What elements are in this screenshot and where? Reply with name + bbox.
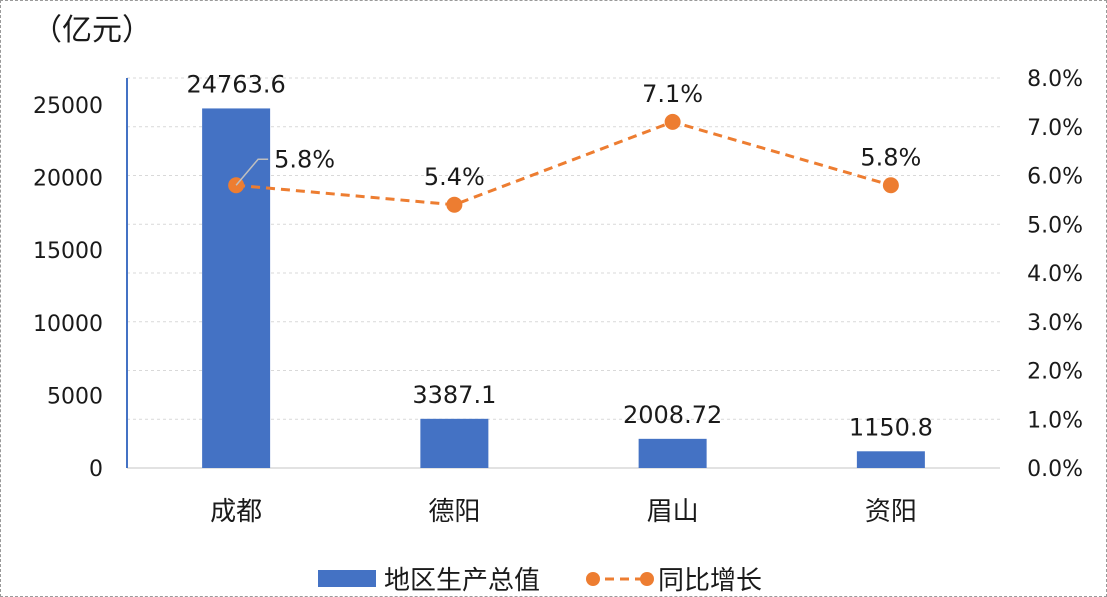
left-tick-label: 25000: [33, 94, 103, 119]
legend-bar-label: 地区生产总值: [384, 566, 540, 596]
line-point: [664, 113, 681, 130]
right-tick-label: 8.0%: [1027, 67, 1083, 92]
category-label: 眉山: [647, 497, 699, 527]
line-data-label: 5.8%: [860, 143, 921, 171]
gridlines: [127, 77, 1000, 469]
line-path: [235, 120, 892, 207]
right-tick-label: 6.0%: [1027, 165, 1083, 190]
left-tick-label: 0: [89, 457, 103, 482]
line-series: 5.8% 5.4% 7.1% 5.8%: [228, 80, 921, 213]
left-tick-label: 10000: [33, 312, 103, 337]
legend-line-marker: [640, 572, 654, 586]
line-data-label: 5.8%: [274, 145, 335, 173]
bar-data-label: 2008.72: [623, 401, 722, 429]
legend: 地区生产总值 同比增长: [318, 566, 762, 596]
right-tick-label: 2.0%: [1027, 360, 1083, 385]
right-tick-label: 5.0%: [1027, 213, 1083, 238]
bar: [420, 418, 489, 468]
line-point: [882, 177, 899, 194]
category-label: 资阳: [865, 497, 917, 527]
category-label: 德阳: [428, 497, 480, 527]
right-tick-label: 1.0%: [1027, 408, 1083, 433]
bar-series: 24763.6 3387.1 2008.72 1150.8: [187, 70, 933, 468]
legend-line-label: 同比增长: [658, 566, 762, 596]
bar-data-label: 3387.1: [412, 381, 496, 409]
bar: [856, 451, 925, 468]
category-labels: 成都 德阳 眉山 资阳: [210, 497, 917, 527]
right-tick-label: 0.0%: [1027, 457, 1083, 482]
right-axis: 0.0% 1.0% 2.0% 3.0% 4.0% 5.0% 6.0% 7.0% 8.0%: [1027, 67, 1083, 482]
category-label: 成都: [210, 497, 262, 527]
line-data-label: 7.1%: [642, 80, 703, 108]
line-data-label: 5.4%: [424, 163, 485, 191]
right-tick-label: 3.0%: [1027, 311, 1083, 336]
legend-bar-swatch: [318, 570, 376, 587]
bar: [202, 108, 271, 468]
left-tick-label: 15000: [33, 239, 103, 264]
bar: [638, 438, 707, 468]
bar-data-label: 1150.8: [849, 413, 933, 441]
label-leader-line: [235, 158, 269, 186]
left-tick-label: 5000: [47, 384, 103, 409]
unit-label: （亿元）: [32, 13, 152, 48]
left-tick-label: 20000: [33, 167, 103, 192]
right-tick-label: 7.0%: [1027, 116, 1083, 141]
right-tick-label: 4.0%: [1027, 262, 1083, 287]
line-point: [446, 196, 463, 213]
left-axis: 0 5000 10000 15000 20000 25000: [33, 78, 128, 482]
bar-data-label: 24763.6: [187, 70, 286, 98]
legend-line-marker: [586, 572, 600, 586]
